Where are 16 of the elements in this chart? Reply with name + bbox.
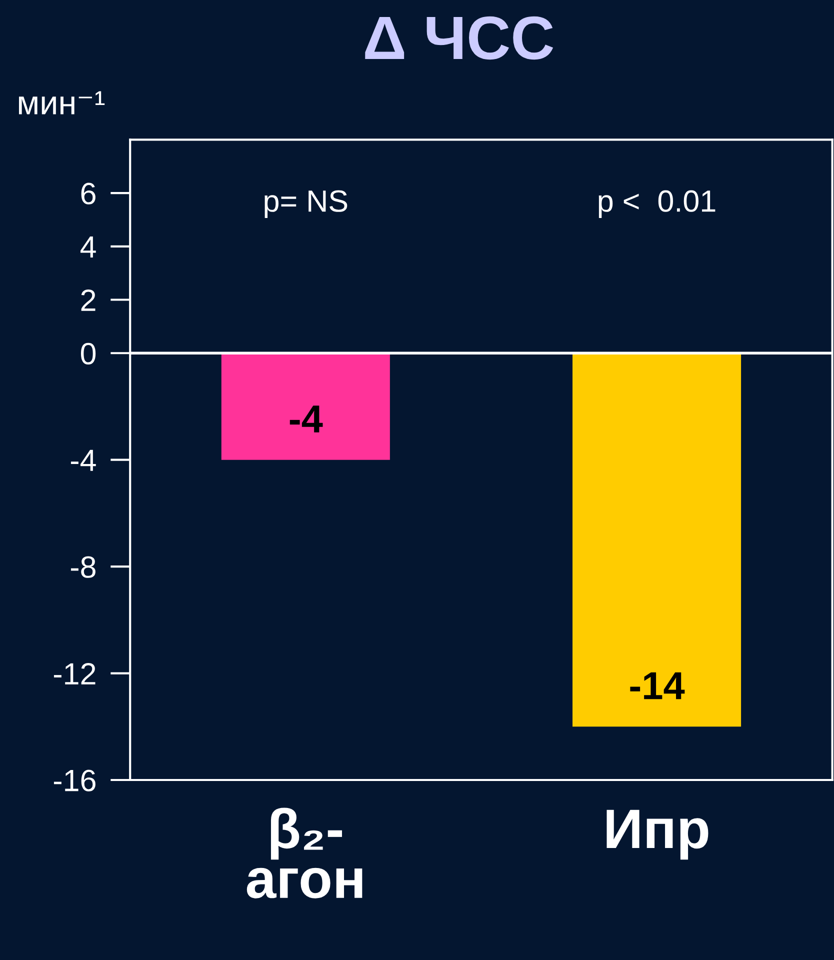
annotation: p < 0.01: [598, 190, 716, 218]
data-label: -14: [630, 672, 685, 700]
x-tick-label: β₂- агон: [246, 808, 362, 898]
data-label: -4: [290, 406, 323, 432]
annotation: p= NS: [264, 190, 348, 218]
y-tick-label: -16: [54, 770, 96, 792]
chart-title: Δ ЧСС: [365, 16, 554, 60]
y-axis-title: мин⁻¹: [18, 91, 105, 114]
y-tick-label: 4: [80, 236, 96, 258]
y-tick-label: 6: [81, 182, 96, 204]
y-tick-label: 0: [80, 342, 96, 364]
y-tick-label: -8: [70, 556, 96, 578]
y-tick-label: -12: [54, 663, 96, 684]
x-tick-label: Ипр: [606, 810, 708, 860]
y-tick-label: -4: [70, 450, 96, 471]
y-tick-label: 2: [81, 289, 96, 311]
